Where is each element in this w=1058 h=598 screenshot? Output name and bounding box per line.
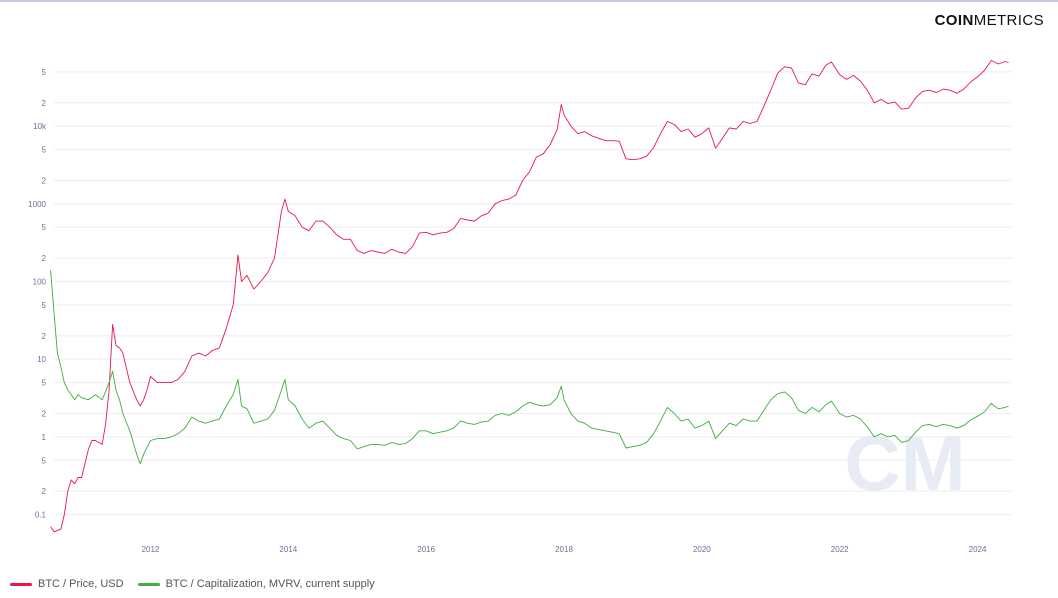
legend-swatch-price [10, 582, 32, 586]
x-axis: 2012 2014 2016 2018 2020 2022 2024 [142, 545, 987, 554]
logo-metrics: METRICS [973, 12, 1044, 29]
legend-item-price[interactable]: BTC / Price, USD [10, 578, 124, 590]
y-tick-label: 2 [42, 410, 47, 419]
logo-coin: COIN [934, 12, 974, 29]
top-border [0, 0, 1058, 2]
y-tick-label: 2 [42, 176, 47, 185]
x-tick-label: 2016 [417, 545, 435, 554]
y-axis: 0.1 2 5 1 2 5 10 2 5 100 2 5 1000 2 5 10k 2 5 [28, 68, 47, 520]
y-tick-label: 5 [42, 146, 47, 155]
y-tick-label: 10 [37, 355, 46, 364]
y-tick-label: 2 [42, 99, 47, 108]
y-tick-label: 0.1 [35, 511, 47, 520]
y-tick-label: 5 [42, 456, 47, 465]
legend-item-mvrv[interactable]: BTC / Capitalization, MVRV, current supp… [137, 578, 375, 590]
x-tick-label: 2018 [555, 545, 573, 554]
y-tick-label: 1 [42, 433, 47, 442]
y-tick-label: 10k [33, 122, 47, 131]
y-tick-label: 5 [42, 68, 47, 77]
y-tick-label: 1000 [28, 200, 46, 209]
x-tick-label: 2014 [279, 545, 297, 554]
gridlines [54, 71, 1012, 516]
x-tick-label: 2020 [693, 545, 711, 554]
series-line-mvrv[interactable] [50, 270, 1009, 465]
series-layer [50, 60, 1009, 533]
y-tick-label: 2 [42, 254, 47, 263]
series-line-price[interactable] [50, 60, 1009, 533]
x-tick-label: 2022 [831, 545, 849, 554]
legend-label-price: BTC / Price, USD [38, 578, 124, 590]
y-tick-label: 2 [42, 332, 47, 341]
cm-watermark-text: CM [844, 419, 965, 507]
y-tick-label: 2 [42, 487, 47, 496]
y-tick-label: 5 [42, 379, 47, 388]
legend-label-mvrv: BTC / Capitalization, MVRV, current supp… [165, 578, 375, 590]
legend: BTC / Price, USD BTC / Capitalization, M… [10, 578, 375, 590]
cm-watermark: CM [844, 419, 965, 507]
coinmetrics-logo[interactable]: COINMETRICS [935, 12, 1044, 29]
y-tick-label: 100 [33, 278, 47, 287]
x-tick-label: 2012 [142, 545, 160, 554]
legend-swatch-mvrv [137, 582, 160, 586]
y-tick-label: 5 [42, 223, 47, 232]
y-tick-label: 5 [42, 301, 47, 310]
x-tick-label: 2024 [969, 545, 987, 554]
